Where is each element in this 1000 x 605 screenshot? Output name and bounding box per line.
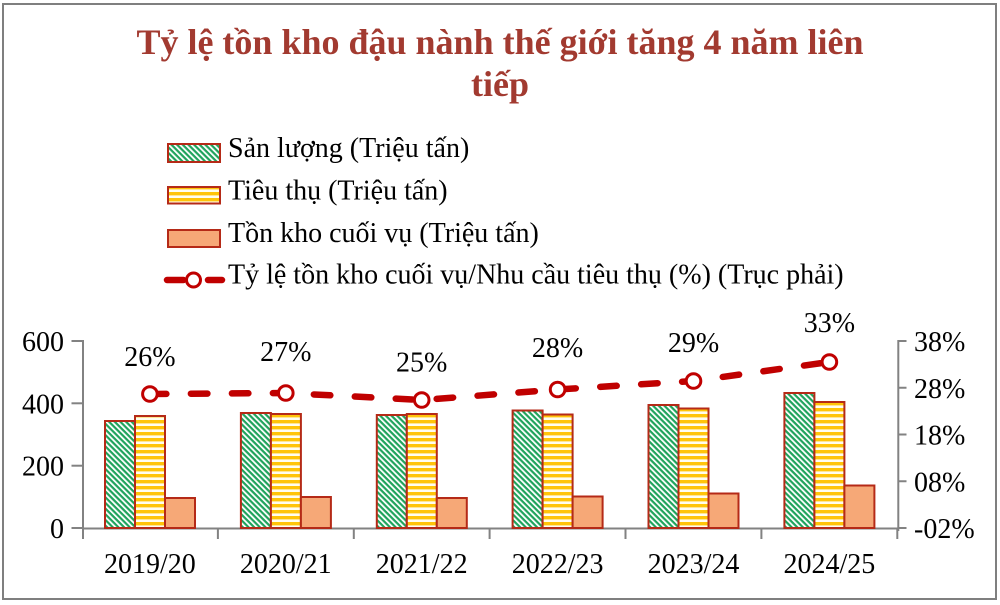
svg-text:28%: 28% [914,374,965,405]
svg-text:2024/25: 2024/25 [784,549,876,580]
svg-text:38%: 38% [914,327,965,358]
svg-text:Tỷ lệ tồn kho cuối vụ/Nhu cầu: Tỷ lệ tồn kho cuối vụ/Nhu cầu tiêu thụ (… [228,260,844,291]
svg-text:25%: 25% [396,348,447,379]
svg-text:2023/24: 2023/24 [648,549,740,580]
svg-text:27%: 27% [260,337,311,368]
svg-text:200: 200 [22,452,64,483]
svg-text:0: 0 [50,514,64,545]
svg-text:2021/22: 2021/22 [376,549,468,580]
svg-text:2022/23: 2022/23 [512,549,604,580]
svg-text:Tồn kho cuối vụ (Triệu tấn): Tồn kho cuối vụ (Triệu tấn) [228,218,539,249]
svg-text:400: 400 [22,389,64,420]
svg-text:tiếp: tiếp [471,64,529,104]
svg-text:Tỷ lệ tồn kho đậu nành thế giớ: Tỷ lệ tồn kho đậu nành thế giới tăng 4 n… [136,22,863,62]
svg-text:Sản lượng (Triệu tấn): Sản lượng (Triệu tấn) [228,133,469,164]
svg-text:Tiêu thụ (Triệu tấn): Tiêu thụ (Triệu tấn) [228,176,448,207]
svg-text:2020/21: 2020/21 [240,549,332,580]
svg-text:18%: 18% [914,421,965,452]
svg-text:2019/20: 2019/20 [104,549,196,580]
svg-text:26%: 26% [124,342,175,373]
svg-text:28%: 28% [532,333,583,364]
svg-text:29%: 29% [668,328,719,359]
svg-text:-02%: -02% [914,514,975,545]
svg-text:600: 600 [22,327,64,358]
svg-text:33%: 33% [804,308,855,339]
svg-text:08%: 08% [914,467,965,498]
